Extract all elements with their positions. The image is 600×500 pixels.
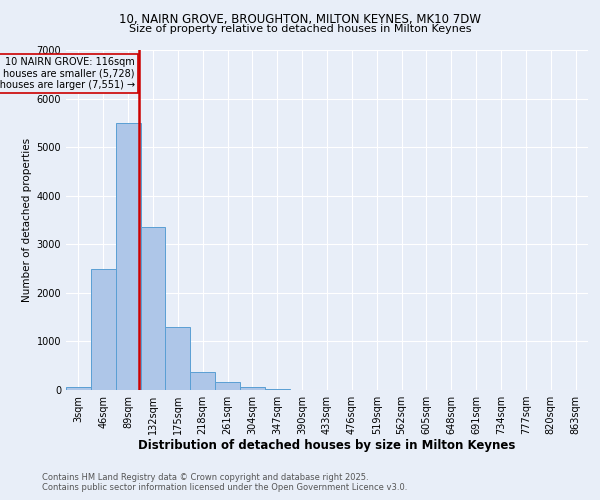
- Text: Contains HM Land Registry data © Crown copyright and database right 2025.
Contai: Contains HM Land Registry data © Crown c…: [42, 473, 407, 492]
- X-axis label: Distribution of detached houses by size in Milton Keynes: Distribution of detached houses by size …: [139, 438, 515, 452]
- Bar: [166, 327, 190, 390]
- Bar: [140, 228, 166, 390]
- Y-axis label: Number of detached properties: Number of detached properties: [22, 138, 32, 302]
- Text: 10, NAIRN GROVE, BROUGHTON, MILTON KEYNES, MK10 7DW: 10, NAIRN GROVE, BROUGHTON, MILTON KEYNE…: [119, 12, 481, 26]
- Bar: [66, 386, 91, 390]
- Bar: [215, 382, 240, 390]
- Bar: [240, 386, 265, 390]
- Bar: [190, 372, 215, 390]
- Text: Size of property relative to detached houses in Milton Keynes: Size of property relative to detached ho…: [129, 24, 471, 34]
- Bar: [91, 268, 116, 390]
- Text: 10 NAIRN GROVE: 116sqm
← 43% of detached houses are smaller (5,728)
56% of semi-: 10 NAIRN GROVE: 116sqm ← 43% of detached…: [0, 58, 135, 90]
- Bar: [116, 123, 140, 390]
